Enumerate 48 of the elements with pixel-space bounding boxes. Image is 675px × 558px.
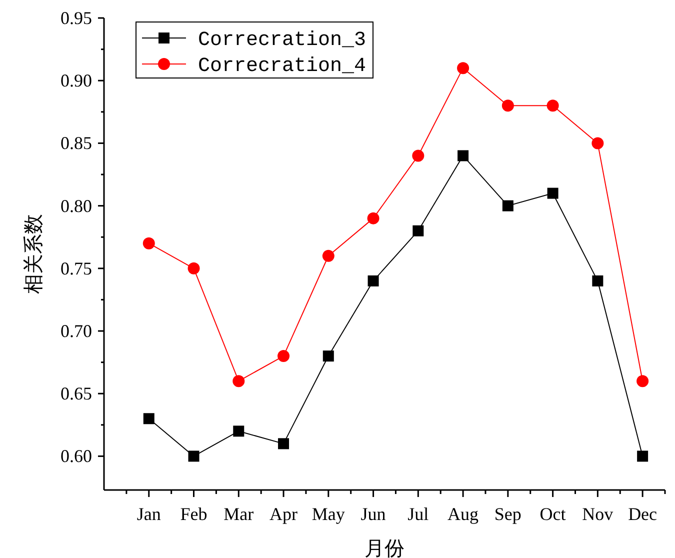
y-tick-label: 0.90: [60, 70, 92, 91]
x-tick-label: Feb: [180, 504, 208, 524]
point: [232, 375, 245, 388]
point: [278, 350, 290, 362]
x-tick-label: Mar: [224, 504, 254, 524]
point: [367, 212, 380, 224]
point: [502, 100, 514, 112]
y-axis-title: 相关系数: [23, 214, 45, 294]
point: [188, 450, 200, 462]
point: [637, 450, 648, 462]
point: [412, 225, 424, 236]
x-tick-label: Jun: [360, 504, 386, 524]
y-tick-label: 0.75: [60, 258, 92, 278]
point: [322, 250, 334, 262]
point: [592, 275, 604, 286]
point: [546, 100, 559, 112]
point: [636, 375, 649, 388]
x-tick-label: May: [312, 504, 345, 524]
x-tick-label: Jul: [408, 504, 429, 524]
point: [278, 438, 290, 450]
legend-label: Correcration_3: [198, 29, 366, 52]
y-tick-label: 0.80: [60, 196, 92, 216]
point: [458, 150, 469, 162]
y-tick-label: 0.70: [60, 320, 92, 341]
point: [457, 62, 470, 74]
point: [233, 426, 244, 437]
point: [368, 275, 379, 286]
legend-label: Correcration_4: [198, 55, 366, 78]
point: [502, 200, 514, 212]
point: [592, 137, 604, 150]
x-tick-label: Apr: [270, 504, 298, 524]
x-tick-label: Oct: [540, 504, 566, 524]
point: [322, 350, 334, 362]
x-tick-label: Nov: [582, 504, 614, 524]
point: [143, 413, 154, 424]
x-tick-label: Sep: [494, 504, 522, 524]
x-axis-title: 月份: [364, 538, 404, 558]
point: [188, 262, 200, 274]
y-tick-label: 0.60: [60, 446, 92, 466]
x-tick-label: Aug: [448, 504, 479, 524]
y-tick-label: 0.95: [60, 8, 92, 28]
x-tick-label: Jan: [136, 504, 161, 524]
y-tick-label: 0.85: [60, 133, 92, 154]
point: [412, 150, 424, 162]
y-tick-label: 0.65: [60, 384, 92, 404]
point: [142, 237, 155, 250]
x-tick-label: Dec: [628, 504, 658, 524]
point: [547, 188, 558, 199]
